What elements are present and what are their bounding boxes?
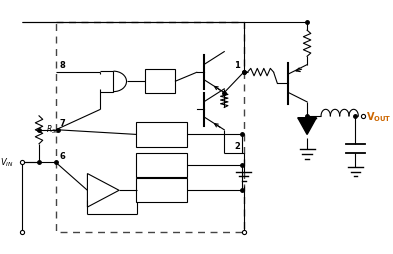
- Text: 1: 1: [234, 61, 240, 70]
- Bar: [56, 22, 244, 232]
- Text: 2: 2: [234, 142, 240, 151]
- Text: $\mathbf{V_{OUT}}$: $\mathbf{V_{OUT}}$: [366, 110, 391, 124]
- Bar: [136, 122, 187, 147]
- Polygon shape: [298, 118, 316, 134]
- Bar: [136, 153, 187, 177]
- Text: $V_{IN}$: $V_{IN}$: [0, 156, 14, 169]
- Text: $R_{SC}$: $R_{SC}$: [46, 123, 60, 136]
- Bar: [136, 178, 187, 202]
- Text: 7: 7: [59, 119, 65, 128]
- Text: 8: 8: [59, 61, 65, 70]
- Text: 6: 6: [59, 151, 65, 161]
- Bar: [145, 69, 175, 93]
